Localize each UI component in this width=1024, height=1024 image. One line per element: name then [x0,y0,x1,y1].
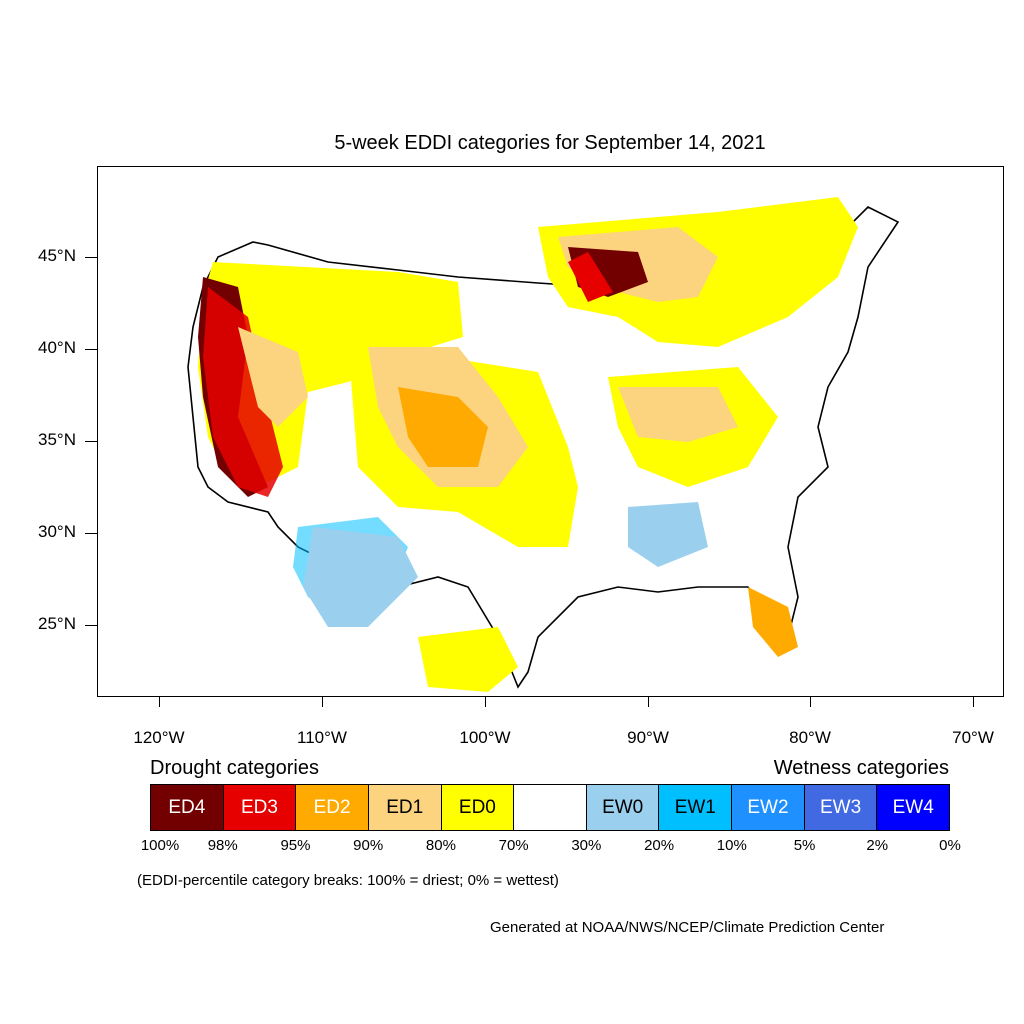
legend-break-label: 10% [716,837,747,854]
lat-tick [85,349,97,350]
legend-swatch: ED2 [296,785,369,830]
legend-swatch: ED0 [441,785,515,830]
legend-break-label: 80% [425,837,456,854]
lon-tick [648,697,649,707]
lon-label: 90°W [627,728,669,747]
lon-label: 110°W [297,728,347,747]
lon-label: 80°W [789,728,831,747]
legend-swatch: ED3 [223,785,297,830]
region-ed3-minnesota [568,252,613,302]
lat-tick [85,625,97,626]
lon-tick [159,697,160,707]
legend-swatch: EW4 [877,785,950,830]
lat-label: 25°N [38,614,76,633]
lon-label: 100°W [459,728,511,747]
eddi-regions [198,197,858,692]
lat-tick [85,533,97,534]
lat-tick [85,441,97,442]
legend-break-label: 30% [571,837,602,854]
drought-heading: Drought categories [150,757,319,779]
region-ed1-ohio [618,387,738,442]
legend-swatch: EW0 [586,785,660,830]
wetness-heading: Wetness categories [773,757,949,779]
legend-swatch: EW2 [732,785,805,830]
region-ed3-westcoast [203,287,283,497]
lat-tick [85,257,97,258]
region-ed0-mexico [418,627,518,692]
legend-swatch: ED1 [368,785,442,830]
lon-tick [485,697,486,707]
legend-break-label: 20% [644,837,675,854]
region-ew0-southwest [303,527,418,627]
legend-break-label: 0% [939,837,961,854]
eddi-map [187,197,900,692]
region-ew0-southeast [628,502,708,567]
region-ed1-west [238,327,308,427]
map-panel [97,166,1004,697]
legend-break-label: 2% [866,837,889,854]
legend-swatch: EW3 [804,785,878,830]
legend-break-label: 95% [280,837,311,854]
legend-swatch: ED4 [151,785,224,830]
lon-tick [810,697,811,707]
lon-label: 120°W [133,728,185,747]
lon-label: 70°W [952,728,994,747]
legend-break-label: 70% [498,837,529,854]
legend-break-label: 90% [353,837,384,854]
legend-colorbar: ED4 ED3 ED2 ED1 ED0 EW0 EW1 EW2 EW3 EW4 [150,784,950,831]
lon-tick [322,697,323,707]
lat-label: 30°N [38,522,76,541]
legend-swatch [514,785,587,830]
legend-swatch: EW1 [659,785,733,830]
lat-label: 40°N [38,338,76,357]
region-ed2-plains [398,387,488,467]
legend-break-label: 98% [207,837,238,854]
chart-title: 5-week EDDI categories for September 14,… [334,132,766,154]
legend-break-label: 100% [140,837,180,854]
region-ed2-florida [748,587,798,657]
credit-text: Generated at NOAA/NWS/NCEP/Climate Predi… [490,919,885,936]
legend-break-label: 5% [793,837,816,854]
lon-tick [973,697,974,707]
lat-label: 45°N [38,246,76,265]
lat-label: 35°N [38,430,76,449]
category-note: (EDDI-percentile category breaks: 100% =… [137,872,559,889]
